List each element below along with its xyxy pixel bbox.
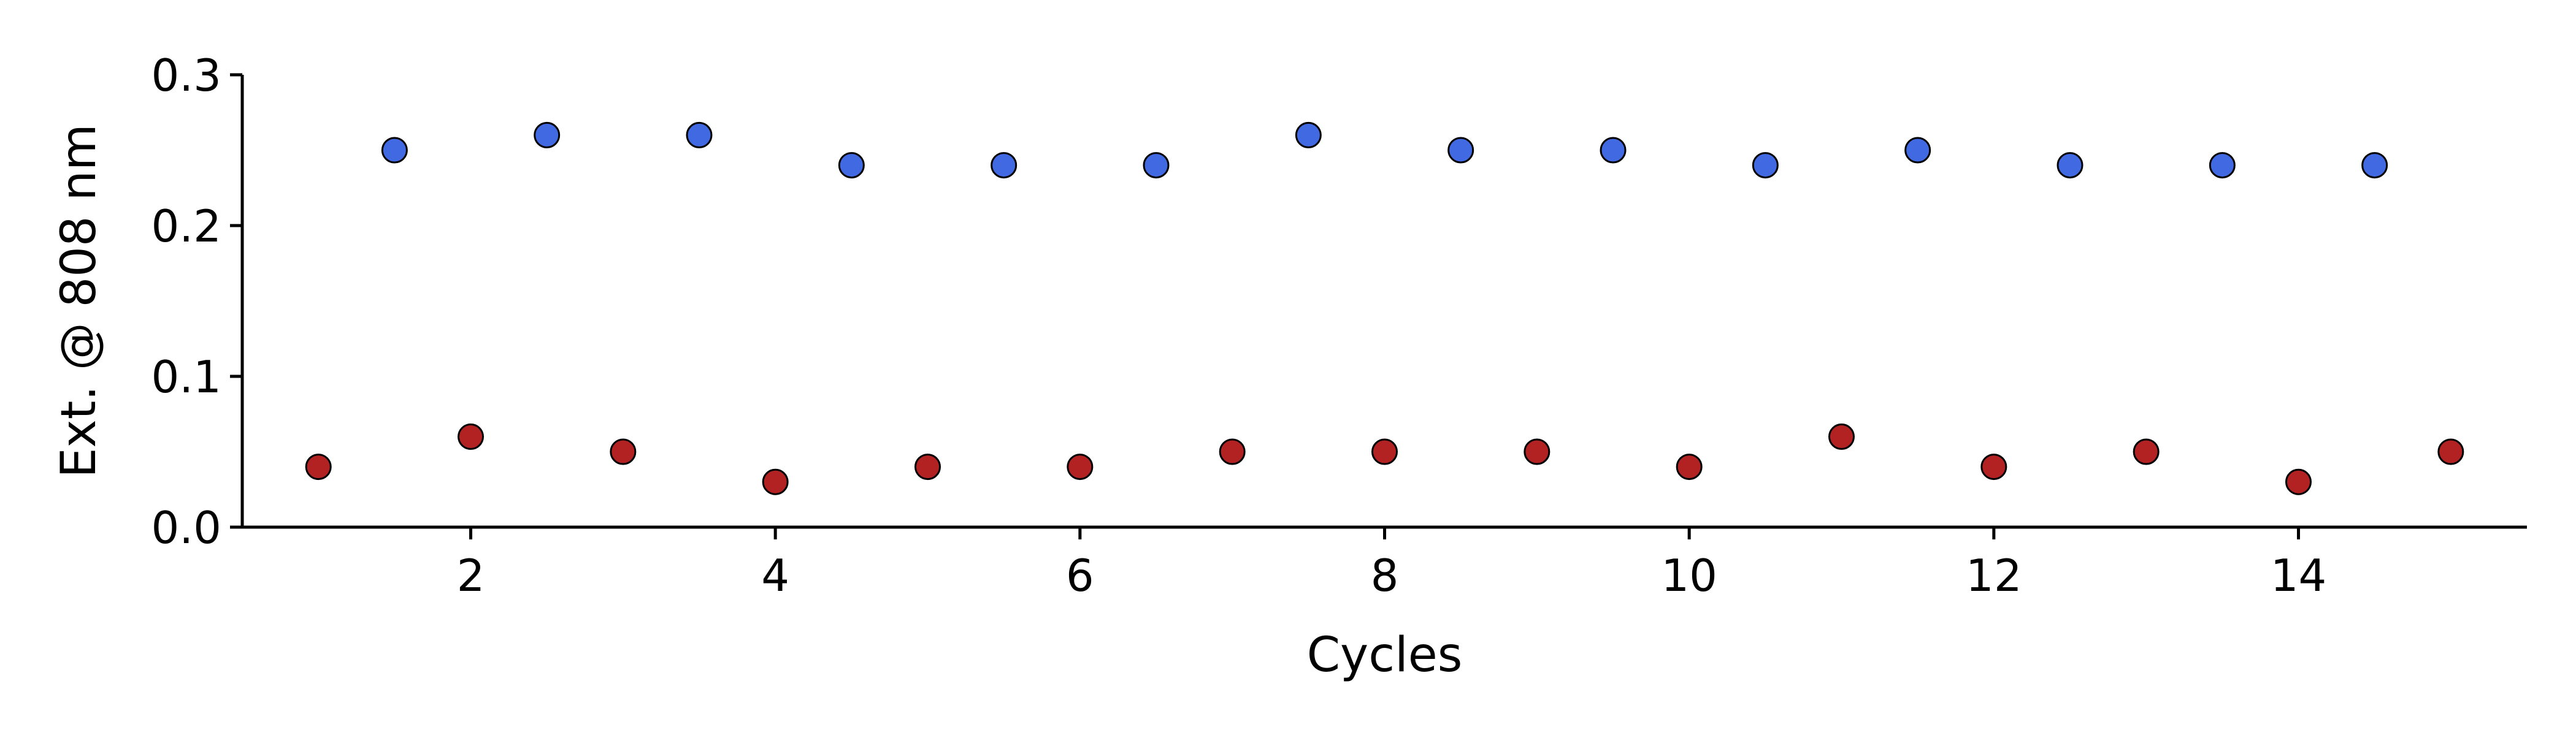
series-2-point [458,423,484,450]
series-2-point [1219,438,1246,465]
series-1-point [1904,137,1931,164]
series-2-point [2133,438,2160,465]
y-tick-label: 0.2 [151,200,221,252]
y-tick-label: 0.3 [151,50,221,101]
series-1-point [686,121,713,148]
series-1-point [2057,152,2083,179]
series-2-point [2437,438,2464,465]
series-2-point [2285,468,2312,495]
series-2-point [305,454,332,481]
y-tick-label: 0.1 [151,351,221,403]
series-1-point [2209,152,2236,179]
y-ticks: 0.0 0.1 0.2 0.3 [151,50,242,554]
series-2-point [762,468,789,495]
series-1-point [1600,137,1627,164]
x-tick-label: 4 [761,550,789,601]
x-tick-label: 14 [2271,550,2327,601]
series-2-point [914,454,941,481]
series-1-point [534,121,561,148]
series-1-point [991,152,1018,179]
series-2-point [1980,454,2007,481]
x-tick-label: 2 [457,550,485,601]
series-2-point [1067,454,1094,481]
series-1-point [1447,137,1474,164]
series-1-point [838,152,865,179]
y-tick-label: 0.0 [151,502,221,554]
x-tick-label: 6 [1066,550,1094,601]
series-2-point [1371,438,1398,465]
y-axis-label: Ext. @ 808 nm [52,124,107,478]
series-1-point [1295,121,1322,148]
series-1-point [1143,152,1170,179]
series-1-point [2361,152,2388,179]
x-tick-label: 8 [1371,550,1399,601]
data-points [305,121,2464,495]
series-2-point [1676,454,1703,481]
series-2-point [1828,423,1855,450]
series-2-point [1524,438,1551,465]
series-1-point [381,137,408,164]
x-ticks: 2 4 6 8 10 12 14 [457,527,2327,601]
x-axis-label: Cycles [1307,628,1463,683]
series-1-point [1752,152,1779,179]
x-tick-label: 10 [1661,550,1717,601]
series-2-point [610,438,637,465]
x-tick-label: 12 [1966,550,2022,601]
